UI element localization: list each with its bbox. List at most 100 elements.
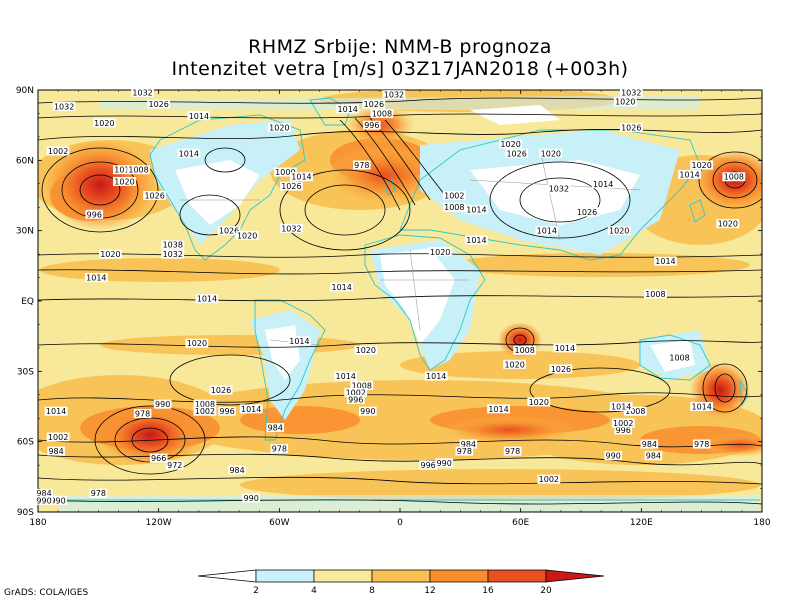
isobar-label-bg [640,439,659,449]
colorbar-tick-label: 12 [424,586,435,596]
isobar-label: 1026 [621,124,641,133]
isobar-label: 1002 [195,407,215,416]
isobar-label: 1032 [54,102,74,111]
isobar-label-bg [266,423,285,433]
lon-label: 120E [630,518,653,528]
isobar-label: 984 [48,447,63,456]
isobar-label-bg [419,460,437,470]
isobar-label-bg [613,97,637,107]
isobar-label-bg [644,289,667,299]
isobar-label-bg [487,404,510,414]
colorbar-tick-label: 16 [482,586,494,596]
isobar-label-bg [547,183,571,193]
isobar-label: 1014 [46,407,66,416]
isobar-label-bg [193,399,217,409]
isobar-label: 984 [642,440,657,449]
isobar-label-bg [267,123,291,133]
isobar-label-bg [84,273,108,283]
isobar-label-bg [354,345,378,355]
isobar-label-bg [553,343,577,353]
isobar-label-bg [359,406,377,416]
isobar-label: 1014 [241,405,261,414]
isobar-label-bg [185,338,209,348]
isobar-label-bg [362,99,386,109]
isobar-label-bg [435,458,454,468]
isobar-label: 1002 [48,147,68,156]
isobar-label: 1032 [132,88,152,97]
isobar-label: 1002 [444,192,464,201]
lat-label: 60N [16,156,34,166]
isobar-label-bg [228,465,246,475]
isobar-label-bg [722,172,746,182]
isobar-label-bg [280,181,303,191]
isobar-label-bg [218,406,236,416]
isobar-label-bg [424,371,448,381]
isobar-label-bg [346,394,365,404]
isobar-label: 1014 [611,403,631,412]
isobar-label: 1008 [195,400,215,409]
isobar-label: 978 [505,447,520,456]
isobar-label-bg [363,120,381,130]
isobar-label: 1020 [237,231,257,240]
isobar-label: 1032 [621,88,641,97]
isobar-label: 1014 [488,405,508,414]
isobar-label: 984 [36,489,51,498]
isobar-label: 1014 [331,283,351,292]
isobar-label: 1026 [281,182,301,191]
lon-label: 60W [269,518,289,528]
isobar-label-bg [716,219,740,229]
isobar-label-bg [611,418,635,428]
isobar-label-bg [209,385,233,395]
colorbar-segment [371,569,431,583]
lon-label: 180 [753,518,770,528]
map-title: RHMZ Srbije: NMM-B prognoza [248,36,552,58]
isobar-label-bg [161,240,185,250]
map-plot-area [38,90,762,512]
isobar-label: 1026 [506,149,526,158]
isobar-label: 996 [219,407,234,416]
isobar-label: 1020 [94,119,114,128]
isobar-label-bg [678,169,701,179]
credit-text: GrADS: COLA/IGES [4,588,89,598]
isobar-label-bg [49,495,67,505]
isobar-label-bg [330,282,354,292]
isobar-label-bg [537,474,561,484]
isobar-label: 1008 [515,346,535,355]
isobar-label: 990 [36,496,51,505]
lon-label: 120W [146,518,172,528]
colorbar-tick-label: 2 [253,586,259,596]
isobar-label: 978 [694,440,709,449]
isobar-label: 1014 [555,344,575,353]
isobar-label-bg [609,402,633,411]
isobar-label: 1020 [718,220,738,229]
isobar-label: 1032 [281,224,301,233]
isobar-label-bg [591,179,615,189]
isobar-label: 978 [135,410,150,419]
lon-label: 0 [397,518,403,528]
isobar-label: 1032 [549,184,569,193]
isobar-label: 1008 [669,353,689,362]
isobar-label: 1026 [219,227,239,236]
isobar-label: 1020 [529,398,549,407]
isobar-label-bg [113,165,136,175]
isobar-label-bg [619,123,643,133]
isobar-label-bg [187,111,211,121]
isobar-label-bg [177,148,201,158]
isobar-label: 1002 [48,433,68,442]
isobar-label-bg [539,148,563,158]
isobar-label-bg [35,495,53,505]
isobar-label-bg [607,226,631,236]
isobar-label-bg [131,87,154,97]
isobar-label: 996 [348,395,363,404]
isobar-label-bg [459,439,478,449]
isobar-label-bg [350,380,374,390]
isobar-label-bg [46,432,70,442]
isobar-label: 990 [437,459,452,468]
isobar-label-bg [344,387,368,397]
isobar-label-bg [654,256,677,266]
lat-label: 90N [16,86,34,96]
isobar-label: 990 [244,494,259,503]
isobar-label: 996 [616,426,631,435]
isobar-label-bg [161,249,185,259]
isobar-label: 1032 [163,250,183,259]
